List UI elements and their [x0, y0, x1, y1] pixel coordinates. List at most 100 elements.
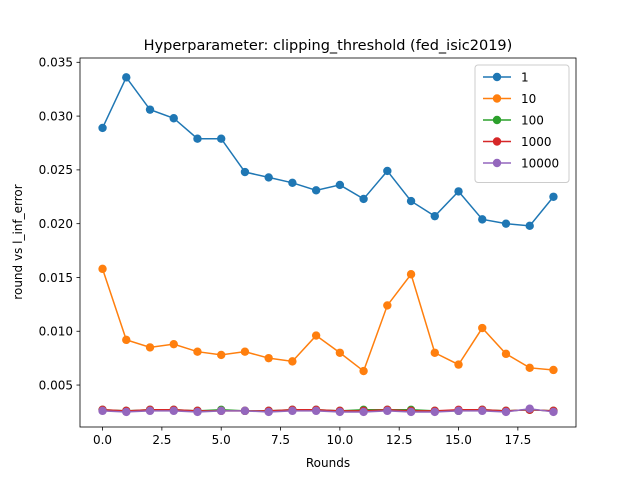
legend-item: 1 — [483, 70, 529, 84]
axes-frame — [79, 57, 577, 428]
legend-label: 1000 — [521, 135, 552, 149]
plot-area — [98, 73, 558, 417]
data-point — [430, 348, 439, 357]
y-tick-label: 0.030 — [39, 109, 73, 123]
data-point — [122, 73, 131, 82]
data-point — [335, 407, 345, 417]
data-point — [193, 134, 202, 143]
series-1 — [98, 73, 558, 231]
data-point — [454, 187, 463, 196]
data-point — [240, 406, 250, 416]
data-point — [406, 407, 416, 417]
data-point — [383, 301, 392, 310]
data-point — [311, 331, 321, 340]
legend-item: 100 — [483, 113, 544, 127]
data-point — [359, 407, 368, 417]
series-line-1 — [101, 75, 555, 227]
data-point — [549, 192, 558, 201]
data-point — [478, 215, 487, 224]
data-point — [335, 348, 345, 357]
data-point — [501, 407, 511, 417]
x-tick-label: 5.0 — [212, 433, 231, 447]
data-point — [525, 221, 534, 231]
data-point — [98, 123, 107, 133]
data-point — [217, 406, 226, 416]
y-tick-label: 0.020 — [39, 217, 73, 231]
data-point — [169, 114, 178, 123]
legend-marker — [492, 137, 502, 146]
legend-label: 100 — [521, 113, 544, 127]
data-point — [311, 406, 321, 416]
data-point — [145, 343, 155, 352]
data-point — [549, 407, 558, 417]
data-point — [193, 407, 202, 417]
data-point — [525, 404, 534, 413]
data-point — [240, 167, 250, 177]
data-point — [217, 134, 226, 143]
x-tick-label: 2.5 — [152, 433, 171, 447]
legend-item: 10000 — [483, 156, 559, 170]
data-point — [383, 406, 392, 416]
chart-title: Hyperparameter: clipping_threshold (fed_… — [144, 38, 513, 54]
data-point — [478, 406, 487, 416]
data-point — [311, 186, 321, 195]
data-point — [122, 335, 131, 345]
data-point — [98, 406, 107, 416]
legend-label: 10000 — [521, 156, 559, 170]
data-point — [406, 196, 416, 206]
data-point — [240, 347, 250, 356]
x-tick-label: 15.0 — [445, 433, 472, 447]
y-tick-label: 0.035 — [39, 56, 73, 70]
series-10 — [98, 264, 558, 376]
x-tick-label: 12.5 — [386, 433, 413, 447]
x-tick-label: 17.5 — [504, 433, 531, 447]
data-point — [478, 323, 487, 333]
data-point — [430, 407, 439, 417]
y-tick-label: 0.005 — [39, 378, 73, 392]
y-tick-label: 0.010 — [39, 325, 73, 339]
legend: 1 10 100 1000 10000 — [474, 64, 570, 183]
data-point — [454, 406, 463, 416]
x-tick-label: 0.0 — [93, 433, 112, 447]
data-point — [169, 406, 178, 416]
series-line-10 — [101, 268, 554, 373]
legend-item: 1000 — [483, 135, 552, 149]
y-tick-label: 0.015 — [39, 271, 73, 285]
y-axis-label: round vs l_inf_error — [11, 184, 25, 299]
data-point — [549, 365, 558, 375]
data-point — [288, 406, 297, 416]
axes: 0.0 2.5 5.0 7.5 10.0 12.5 15.0 17.5 0.005 0.010 0.… — [39, 56, 577, 447]
data-point — [359, 194, 368, 204]
data-point — [169, 339, 178, 349]
legend-marker — [492, 94, 502, 103]
legend-label: 1 — [521, 70, 529, 84]
x-tick-label: 7.5 — [271, 433, 290, 447]
data-point — [288, 357, 297, 366]
data-point — [288, 178, 297, 187]
legend-label: 10 — [521, 92, 536, 106]
legend-item: 10 — [483, 92, 536, 106]
data-point — [145, 406, 155, 416]
data-point — [98, 264, 107, 274]
data-point — [383, 166, 392, 176]
data-point — [264, 173, 273, 182]
data-point — [217, 350, 226, 360]
data-point — [145, 105, 155, 114]
data-point — [501, 349, 511, 359]
data-point — [501, 219, 511, 228]
legend-box — [474, 64, 570, 183]
data-point — [430, 211, 439, 221]
data-point — [335, 180, 345, 190]
data-point — [264, 353, 273, 363]
x-axis-label: Rounds — [306, 456, 350, 470]
data-point — [525, 363, 534, 373]
y-tick-label: 0.025 — [39, 163, 73, 177]
data-point — [359, 366, 368, 376]
legend-marker — [492, 115, 502, 125]
x-tick-label: 10.0 — [327, 433, 354, 447]
series-10000 — [98, 404, 558, 417]
data-point — [264, 407, 273, 417]
data-point — [122, 407, 131, 417]
